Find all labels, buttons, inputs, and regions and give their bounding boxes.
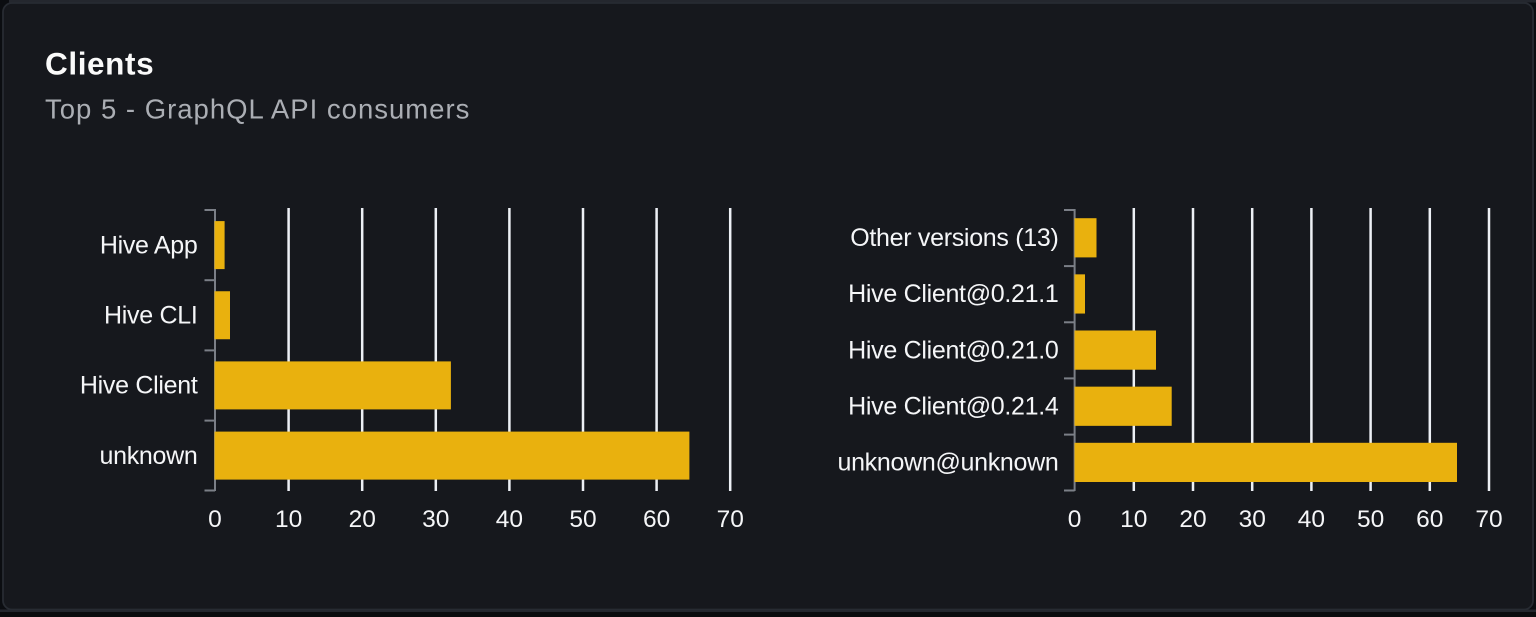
svg-text:0: 0 xyxy=(1068,506,1082,533)
svg-text:30: 30 xyxy=(1239,506,1266,533)
svg-text:50: 50 xyxy=(1357,506,1384,533)
svg-text:30: 30 xyxy=(422,506,449,533)
svg-text:Hive CLI: Hive CLI xyxy=(104,302,197,330)
svg-text:Hive Client: Hive Client xyxy=(80,372,198,400)
svg-text:10: 10 xyxy=(275,506,302,533)
svg-text:Hive App: Hive App xyxy=(100,231,198,259)
svg-text:0: 0 xyxy=(208,506,222,533)
svg-text:Top 5 - GraphQL API consumers: Top 5 - GraphQL API consumers xyxy=(45,94,470,125)
svg-text:Clients: Clients xyxy=(45,46,154,82)
svg-text:70: 70 xyxy=(1475,506,1502,533)
svg-text:40: 40 xyxy=(496,506,523,533)
svg-text:Hive Client@0.21.4: Hive Client@0.21.4 xyxy=(848,393,1059,421)
svg-text:60: 60 xyxy=(643,506,670,533)
svg-text:unknown: unknown xyxy=(100,442,198,470)
svg-text:40: 40 xyxy=(1298,506,1325,533)
svg-text:Hive Client@0.21.0: Hive Client@0.21.0 xyxy=(848,336,1058,364)
svg-text:Other versions (13): Other versions (13) xyxy=(850,224,1058,252)
svg-text:70: 70 xyxy=(717,506,744,533)
svg-text:60: 60 xyxy=(1416,506,1443,533)
svg-text:50: 50 xyxy=(569,506,596,533)
svg-text:Hive Client@0.21.1: Hive Client@0.21.1 xyxy=(848,280,1058,308)
svg-text:unknown@unknown: unknown@unknown xyxy=(837,449,1058,477)
svg-text:20: 20 xyxy=(349,506,376,533)
svg-text:10: 10 xyxy=(1120,506,1147,533)
svg-text:20: 20 xyxy=(1179,506,1206,533)
